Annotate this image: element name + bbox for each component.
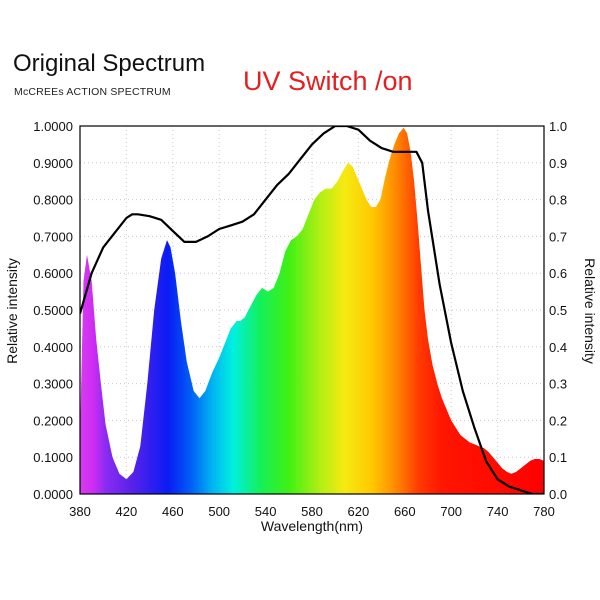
x-tick-label: 740 bbox=[487, 504, 509, 519]
y-tick-label-left: 0.3000 bbox=[33, 377, 73, 392]
y-tick-label-right: 0.7 bbox=[549, 229, 567, 244]
x-tick-label: 620 bbox=[348, 504, 370, 519]
y-axis-label-left: Relative intensity bbox=[4, 258, 20, 364]
y-tick-label-left: 1.0000 bbox=[33, 119, 73, 134]
uv-switch-label: UV Switch /on bbox=[243, 66, 413, 96]
y-tick-label-left: 0.4000 bbox=[33, 340, 73, 355]
y-tick-label-right: 0.2 bbox=[549, 413, 567, 428]
y-tick-label-left: 0.5000 bbox=[33, 303, 73, 318]
y-tick-label-left: 0.2000 bbox=[33, 413, 73, 428]
x-tick-label: 580 bbox=[301, 504, 323, 519]
x-tick-label: 540 bbox=[255, 504, 277, 519]
mccree-action-curve bbox=[80, 126, 544, 494]
x-tick-label: 660 bbox=[394, 504, 416, 519]
chart-title: Original Spectrum bbox=[13, 50, 206, 77]
y-tick-label-right: 1.0 bbox=[549, 119, 567, 134]
y-tick-label-right: 0.0 bbox=[549, 487, 567, 502]
y-tick-label-right: 0.8 bbox=[549, 193, 567, 208]
y-tick-label-left: 0.7000 bbox=[33, 229, 73, 244]
y-axis-label-right: Relative intensity bbox=[582, 258, 598, 364]
chart-subtitle: McCREEs ACTION SPECTRUM bbox=[14, 86, 171, 98]
x-axis-label: Wavelength(nm) bbox=[261, 518, 363, 534]
y-tick-label-left: 0.9000 bbox=[33, 156, 73, 171]
y-tick-label-left: 0.8000 bbox=[33, 193, 73, 208]
x-tick-label: 500 bbox=[208, 504, 230, 519]
y-tick-label-right: 0.9 bbox=[549, 156, 567, 171]
x-tick-label: 460 bbox=[162, 504, 184, 519]
y-tick-label-right: 0.6 bbox=[549, 266, 567, 281]
y-tick-label-left: 0.6000 bbox=[33, 266, 73, 281]
spectrum-area bbox=[80, 127, 544, 494]
plot-frame bbox=[79, 125, 545, 495]
y-tick-label-right: 0.4 bbox=[549, 340, 567, 355]
y-tick-label-right: 0.3 bbox=[549, 377, 567, 392]
x-tick-label: 380 bbox=[69, 504, 91, 519]
x-tick-label: 420 bbox=[116, 504, 138, 519]
y-tick-label-left: 0.0000 bbox=[33, 487, 73, 502]
x-tick-label: 700 bbox=[440, 504, 462, 519]
y-tick-label-right: 0.1 bbox=[549, 450, 567, 465]
y-tick-label-right: 0.5 bbox=[549, 303, 567, 318]
y-tick-label-left: 0.1000 bbox=[33, 450, 73, 465]
x-tick-label: 780 bbox=[533, 504, 555, 519]
